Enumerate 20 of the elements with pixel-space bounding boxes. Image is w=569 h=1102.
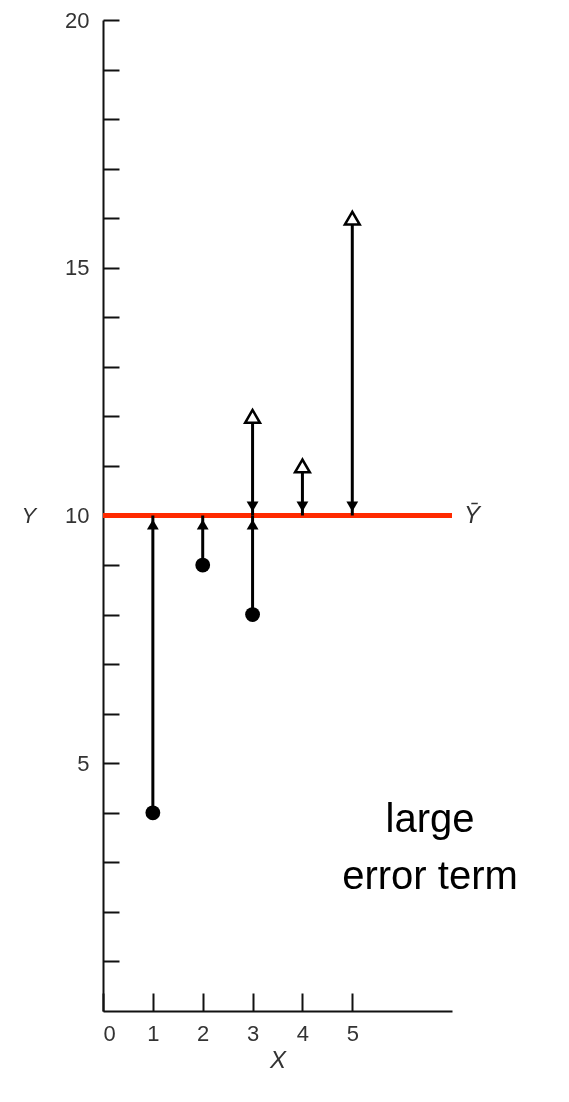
y-axis-title: Y <box>21 503 38 528</box>
point <box>145 805 161 821</box>
point <box>245 607 260 622</box>
x-tick-label: 3 <box>246 1020 260 1046</box>
x-tick-label: 1 <box>147 1020 160 1046</box>
y-tick-label: 10 <box>65 503 90 528</box>
x-axis-title: X <box>268 1045 287 1073</box>
point <box>195 557 211 573</box>
ref-line-label: Ȳ <box>464 500 482 528</box>
annotation: large error term <box>342 796 518 897</box>
y-tick-label: 20 <box>65 7 90 33</box>
x-tick-label: 5 <box>346 1020 359 1046</box>
point <box>293 458 312 474</box>
x-tick-label: 4 <box>296 1020 310 1046</box>
x-tick-label: 2 <box>197 1020 210 1046</box>
point <box>243 408 262 425</box>
y-tick-label: 15 <box>65 255 90 281</box>
y-tick-label: 5 <box>77 750 90 776</box>
x-tick-label: 0 <box>103 1020 116 1046</box>
point <box>343 210 361 226</box>
